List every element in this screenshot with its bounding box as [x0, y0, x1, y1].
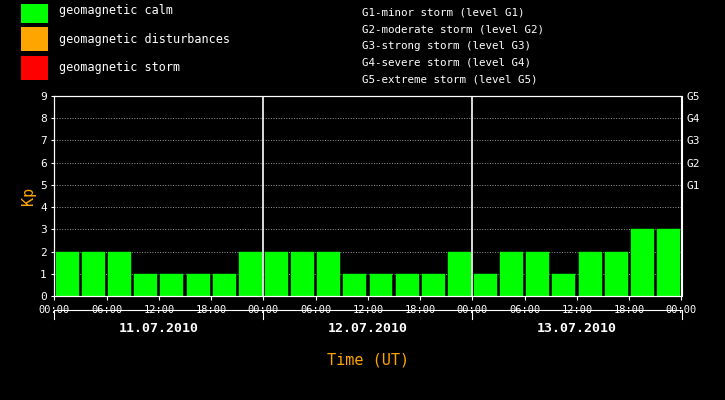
Bar: [605, 252, 628, 296]
Bar: [212, 274, 236, 296]
Bar: [22, 56, 49, 80]
Text: geomagnetic storm: geomagnetic storm: [59, 61, 181, 74]
Text: G3-strong storm (level G3): G3-strong storm (level G3): [362, 41, 531, 51]
Bar: [396, 274, 418, 296]
Bar: [526, 252, 550, 296]
Bar: [448, 252, 471, 296]
Bar: [22, 27, 49, 51]
Bar: [422, 274, 444, 296]
Bar: [82, 252, 105, 296]
Text: G1-minor storm (level G1): G1-minor storm (level G1): [362, 8, 525, 18]
Bar: [318, 252, 340, 296]
Text: 13.07.2010: 13.07.2010: [537, 322, 617, 335]
Bar: [239, 252, 262, 296]
Bar: [160, 274, 183, 296]
Text: geomagnetic disturbances: geomagnetic disturbances: [59, 33, 230, 46]
Bar: [108, 252, 131, 296]
Bar: [186, 274, 210, 296]
Bar: [474, 274, 497, 296]
Bar: [291, 252, 314, 296]
Bar: [344, 274, 366, 296]
Bar: [370, 274, 392, 296]
Text: G4-severe storm (level G4): G4-severe storm (level G4): [362, 58, 531, 68]
Text: 12.07.2010: 12.07.2010: [328, 322, 408, 335]
Bar: [500, 252, 523, 296]
Bar: [579, 252, 602, 296]
Y-axis label: Kp: Kp: [21, 187, 36, 205]
Text: Time (UT): Time (UT): [327, 352, 409, 368]
Text: G2-moderate storm (level G2): G2-moderate storm (level G2): [362, 24, 544, 34]
Bar: [56, 252, 79, 296]
Bar: [134, 274, 157, 296]
Bar: [552, 274, 576, 296]
Bar: [22, 0, 49, 23]
Text: G5-extreme storm (level G5): G5-extreme storm (level G5): [362, 75, 538, 85]
Bar: [631, 229, 654, 296]
Text: geomagnetic calm: geomagnetic calm: [59, 4, 173, 17]
Bar: [265, 252, 288, 296]
Bar: [657, 229, 680, 296]
Text: 11.07.2010: 11.07.2010: [119, 322, 199, 335]
